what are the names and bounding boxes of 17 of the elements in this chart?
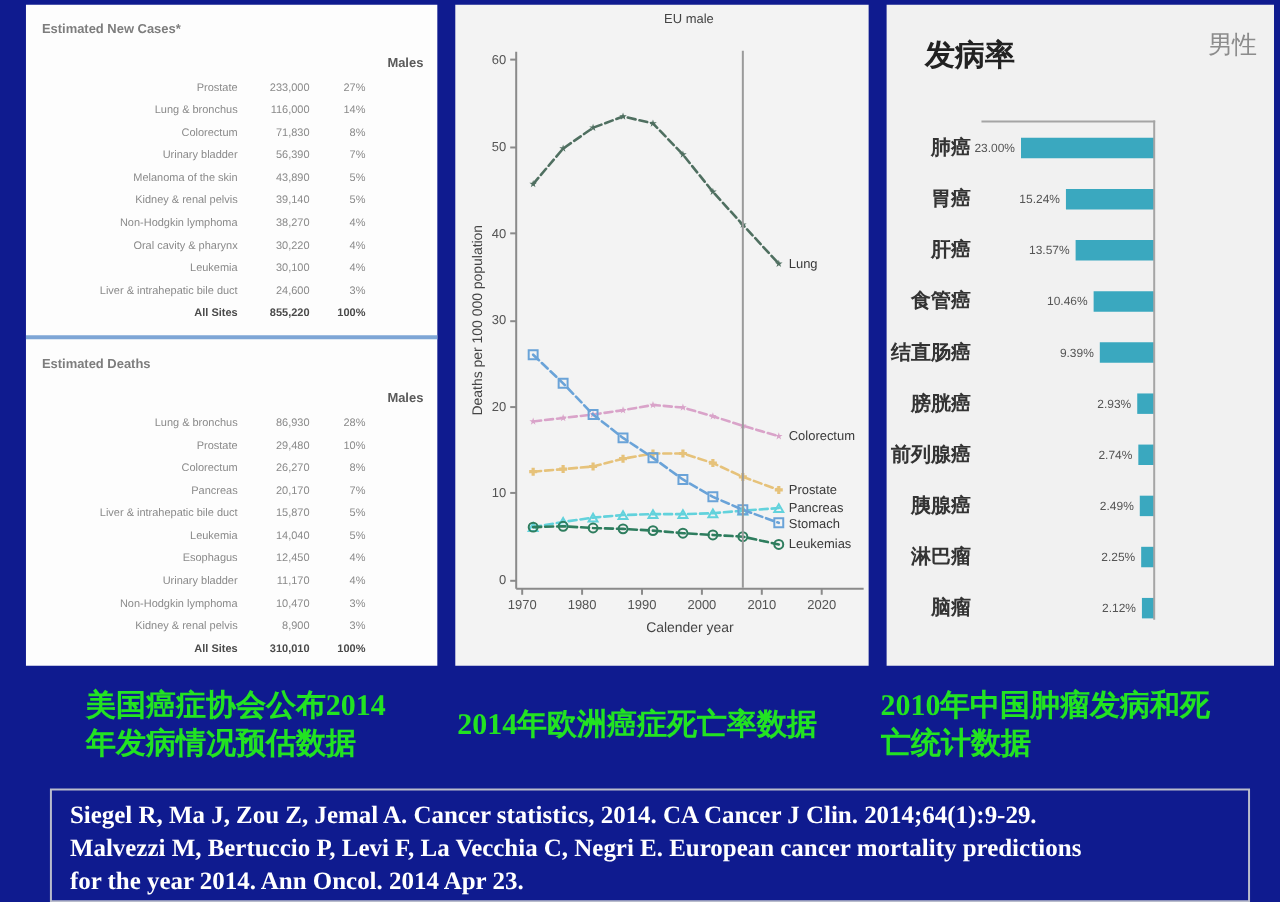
- y-tick-label: 淋巴瘤: [909, 545, 972, 570]
- text: Siegel R, Ma J, Zou Z, Jemal A. Cancer statistics, 2014. CA Cancer J Clin. 2014;64(1):9-29.: [69, 801, 1037, 830]
- y-tick-label: 肺癌: [929, 136, 972, 161]
- text: Malvezzi M, Bertuccio P, Levi F, La Vecchia C, Negri E. European cancer mortality predictions for the year 2014. Ann Oncol. 2014 Apr 23.: [69, 834, 1082, 896]
- y-tick-label: 食管癌: [909, 289, 972, 314]
- text: 男性: [1208, 30, 1257, 59]
- text: 2010年中国肿瘤发病和死亡统计数据: [878, 686, 1213, 761]
- y-tick-label: 结直肠癌: [889, 340, 972, 365]
- y-tick-label: 肝癌: [929, 238, 972, 263]
- chart-title: 发病率: [922, 36, 1015, 73]
- text: 美国癌症协会公布2014年发病情况预估数据: [83, 686, 387, 761]
- y-tick-label: 胰腺癌: [909, 493, 972, 518]
- y-tick-label: 前列腺癌: [889, 442, 972, 467]
- y-tick-label: 膀胱癌: [909, 391, 972, 416]
- y-tick-label: 脑瘤: [929, 596, 972, 621]
- y-tick-label: 胃癌: [931, 187, 972, 212]
- text: 2014年欧洲癌症死亡率数据: [457, 705, 818, 742]
